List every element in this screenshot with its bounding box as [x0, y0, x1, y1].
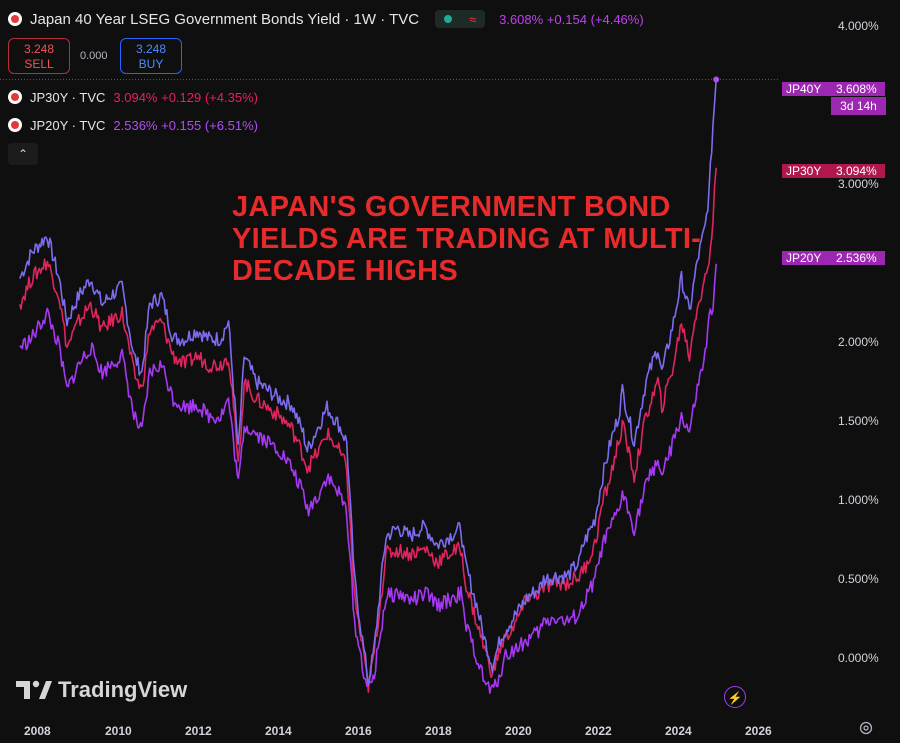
y-tick-label: 2.000%	[838, 335, 879, 349]
series-line-jp40y	[18, 79, 717, 686]
legend-name: JP30Y · TVC	[30, 89, 106, 105]
y-tick-label: 1.000%	[838, 493, 879, 507]
x-tick-label: 2014	[265, 724, 292, 738]
lightning-icon[interactable]: ⚡	[724, 686, 746, 708]
y-tick-label: 0.000%	[838, 651, 879, 665]
sell-price: 3.248	[23, 42, 55, 56]
x-tick-label: 2012	[185, 724, 212, 738]
main-last-value: 3.608%	[499, 11, 544, 27]
y-tick-label: 0.500%	[838, 572, 879, 586]
legend-value: 3.094% +0.129 (+4.35%)	[113, 89, 258, 105]
x-tick-label: 2016	[345, 724, 372, 738]
buy-button[interactable]: 3.248 BUY	[120, 38, 182, 74]
market-open-icon	[443, 15, 452, 23]
tradingview-logo-icon	[16, 680, 52, 699]
spread-value: 0.000	[80, 50, 108, 62]
brand-text: TradingView	[58, 677, 188, 702]
y-tick-label: 1.500%	[838, 414, 879, 428]
last-point-marker	[713, 76, 720, 83]
y-tick-label: 4.000%	[838, 19, 879, 33]
sell-button[interactable]: 3.248 SELL	[8, 38, 70, 74]
tradingview-watermark: TradingView	[16, 677, 187, 703]
market-status-icon: ≈	[469, 11, 477, 27]
main-series-values: 3.608% +0.154 (+4.46%)	[499, 12, 644, 27]
symbol-logo-icon	[8, 90, 22, 104]
legend-name: JP20Y · TVC	[30, 117, 106, 133]
symbol-title[interactable]: Japan 40 Year LSEG Government Bonds Yiel…	[30, 10, 420, 28]
main-change-value: +0.154 (+4.46%)	[546, 11, 644, 27]
legend-value: 2.536% +0.155 (+6.51%)	[113, 117, 258, 133]
bar-countdown: 3d 14h	[831, 97, 886, 115]
x-tick-label: 2022	[585, 724, 612, 738]
x-tick-label: 2018	[425, 724, 452, 738]
gear-icon[interactable]	[858, 720, 874, 736]
y-tick-label: 3.000%	[838, 177, 879, 191]
buy-price: 3.248	[135, 42, 167, 56]
chart-header: Japan 40 Year LSEG Government Bonds Yiel…	[8, 8, 644, 30]
price-tag-jp20y: JP20Y 2.536%	[782, 248, 885, 268]
legend-row-jp20y[interactable]: JP20Y · TVC 2.536% +0.155 (+6.51%)	[8, 115, 258, 135]
symbol-logo-icon	[8, 118, 22, 132]
price-tag-jp40y: JP40Y 3.608%	[782, 79, 885, 99]
x-tick-label: 2010	[105, 724, 132, 738]
price-tag-jp30y: JP30Y 3.094%	[782, 161, 885, 181]
chart-annotation: JAPAN'S GOVERNMENT BOND YIELDS ARE TRADI…	[232, 191, 702, 287]
collapse-legend-button[interactable]: ⌃	[8, 143, 38, 165]
x-tick-label: 2024	[665, 724, 692, 738]
market-status-badge[interactable]: ≈	[435, 10, 486, 28]
x-tick-label: 2008	[24, 724, 51, 738]
sell-label: SELL	[24, 57, 54, 71]
legend-row-jp30y[interactable]: JP30Y · TVC 3.094% +0.129 (+4.35%)	[8, 87, 258, 107]
x-tick-label: 2026	[745, 724, 772, 738]
x-tick-label: 2020	[505, 724, 532, 738]
buy-label: BUY	[138, 57, 164, 71]
symbol-logo-icon	[8, 12, 22, 26]
